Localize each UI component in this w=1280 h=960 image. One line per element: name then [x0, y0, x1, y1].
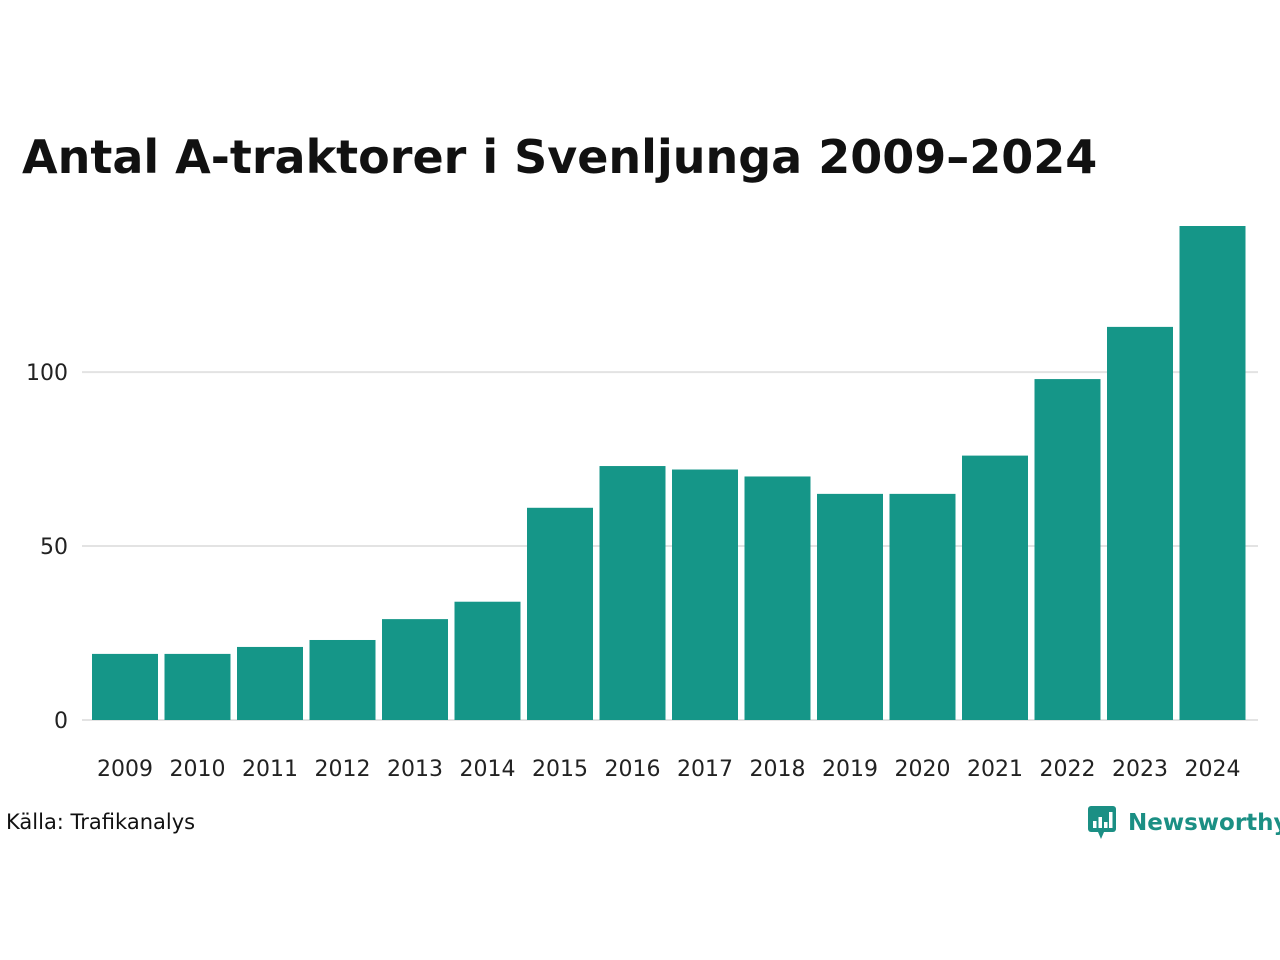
x-tick-label: 2015	[532, 757, 588, 782]
x-tick-label: 2024	[1185, 757, 1241, 782]
bar-2010	[164, 653, 231, 720]
bar-2018	[744, 476, 811, 720]
bars	[92, 226, 1246, 720]
bar-2015	[527, 507, 593, 720]
chart-title: Antal A-traktorer i Svenljunga 2009–2024	[22, 130, 1098, 184]
y-tick-label: 50	[40, 535, 68, 560]
x-tick-label: 2010	[170, 757, 226, 782]
x-tick-label: 2013	[387, 757, 443, 782]
bar-2014	[454, 601, 521, 720]
bar-2020	[889, 493, 956, 720]
x-tick-label: 2022	[1040, 757, 1096, 782]
x-tick-label: 2016	[605, 757, 661, 782]
bar-2011	[237, 646, 303, 720]
y-tick-labels: 0 50 100	[26, 361, 68, 734]
brand-logo: Newsworthy	[1086, 804, 1280, 842]
bar-2022	[1034, 379, 1101, 720]
x-tick-label: 2009	[97, 757, 153, 782]
x-tick-label: 2017	[677, 757, 733, 782]
x-tick-labels: 2009 2010 2011 2012 2013 2014 2015 2016 2017 2018…	[97, 757, 1241, 782]
bar-2024	[1179, 226, 1246, 720]
x-tick-label: 2018	[750, 757, 806, 782]
y-tick-label: 0	[54, 709, 68, 734]
x-tick-label: 2014	[460, 757, 516, 782]
bar-2009	[92, 653, 158, 720]
y-tick-label: 100	[26, 361, 68, 386]
x-tick-label: 2012	[315, 757, 371, 782]
x-tick-label: 2023	[1112, 757, 1168, 782]
source-note: Källa: Trafikanalys	[6, 810, 196, 834]
x-tick-label: 2019	[822, 757, 878, 782]
bar-2012	[309, 639, 376, 720]
bar-2013	[382, 619, 448, 720]
x-tick-label: 2011	[242, 757, 298, 782]
newsworthy-icon	[1088, 806, 1116, 839]
bar-2019	[817, 493, 883, 720]
bar-2017	[672, 469, 738, 720]
bar-2023	[1107, 326, 1173, 720]
brand-name: Newsworthy	[1128, 810, 1280, 836]
x-tick-label: 2021	[967, 757, 1023, 782]
x-tick-label: 2020	[895, 757, 951, 782]
bar-2016	[599, 466, 666, 720]
bar-2021	[962, 455, 1028, 720]
